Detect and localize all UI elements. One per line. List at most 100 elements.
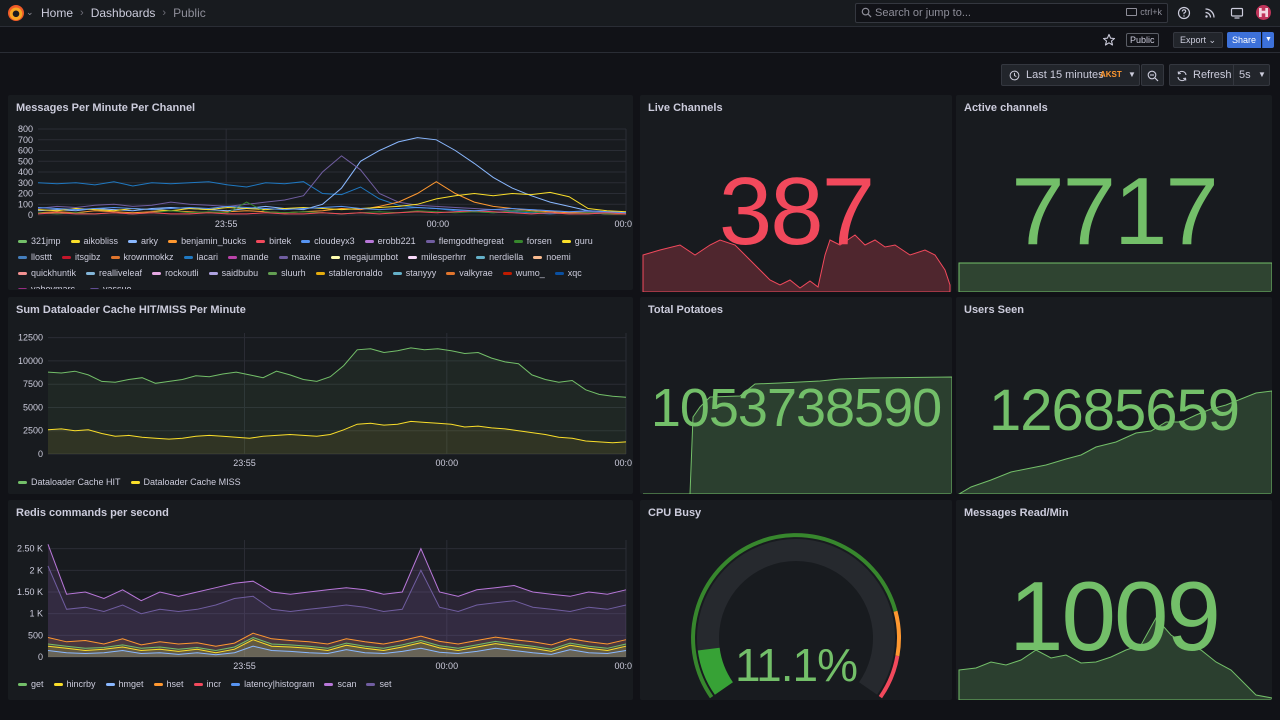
legend-item[interactable]: rockoutli: [152, 267, 199, 279]
legend-swatch: [446, 271, 456, 275]
legend-item[interactable]: realliveleaf: [86, 267, 142, 279]
panel-dataloader-cache: Sum Dataloader Cache HIT/MISS Per Minute…: [8, 297, 633, 494]
rss-icon[interactable]: [1203, 6, 1217, 20]
legend-item[interactable]: xqc: [554, 267, 582, 279]
series-line[interactable]: [37, 181, 627, 215]
legend-item[interactable]: wumo_: [502, 267, 545, 279]
legend-item[interactable]: quickhuntik: [18, 267, 76, 279]
legend-item[interactable]: arky: [128, 235, 158, 247]
chevron-down-icon[interactable]: ⌄: [26, 7, 34, 17]
legend-item[interactable]: maxine: [278, 251, 321, 263]
legend-item[interactable]: hmget: [105, 676, 144, 692]
legend-item[interactable]: milesperhrr: [408, 251, 466, 263]
legend-swatch: [208, 271, 218, 275]
export-label: Export: [1180, 35, 1207, 45]
series-line[interactable]: [47, 639, 627, 654]
time-range-picker[interactable]: Last 15 minutes AKST ▼: [1001, 64, 1140, 86]
legend-item[interactable]: lacari: [183, 251, 218, 263]
panel-title: Live Channels: [648, 102, 723, 114]
legend-item[interactable]: valkyrae: [446, 267, 493, 279]
refresh-button[interactable]: Refresh 5s ▼: [1169, 64, 1270, 86]
legend-swatch: [168, 239, 178, 243]
search-input[interactable]: Search or jump to... ctrl+k: [855, 3, 1168, 23]
breadcrumb-home[interactable]: Home: [41, 6, 74, 20]
series-line[interactable]: [47, 565, 627, 615]
legend-item[interactable]: cloudeyx3: [301, 235, 355, 247]
series-line[interactable]: [37, 205, 627, 214]
legend-item[interactable]: stableronaldo: [315, 267, 383, 279]
active-channels-sparkline: [958, 262, 1272, 292]
user-avatar[interactable]: [1256, 5, 1271, 20]
series-line[interactable]: [47, 645, 627, 656]
legend-item[interactable]: benjamin_bucks: [168, 235, 246, 247]
legend-item[interactable]: erobb221: [364, 235, 416, 247]
legend-item[interactable]: latency|histogram: [231, 676, 314, 692]
dataloader-chart[interactable]: 12500 10000 7500 5000 2500 0 23:55 00:00 00:0: [8, 297, 633, 472]
series-line[interactable]: [37, 181, 626, 215]
legend-item[interactable]: krownmokkz: [110, 251, 174, 263]
legend-item[interactable]: megajumpbot: [330, 251, 398, 263]
x-tick-label: 23:55: [233, 458, 256, 468]
help-icon[interactable]: [1177, 6, 1191, 20]
legend-item[interactable]: yassuo: [90, 283, 132, 289]
series-line[interactable]: [47, 632, 627, 647]
export-button[interactable]: Export ⌄: [1173, 32, 1224, 48]
refresh-interval[interactable]: 5s: [1239, 69, 1251, 81]
share-button[interactable]: Share: [1227, 32, 1262, 48]
legend-item[interactable]: hincrby: [53, 676, 96, 692]
redis-chart[interactable]: 2.50 K 2 K 1.50 K 1 K 500 0 23:55 00:00 00:0: [8, 500, 633, 678]
chevron-right-icon: ›: [162, 7, 167, 19]
legend-item[interactable]: Dataloader Cache MISS: [130, 474, 241, 490]
series-line[interactable]: [37, 191, 627, 213]
legend-item[interactable]: flemgodthegreat: [425, 235, 504, 247]
dashboard-toolbar: Public Export ⌄ Share ▼: [0, 27, 1280, 53]
zoom-out-button[interactable]: [1141, 64, 1164, 86]
refresh-label: Refresh: [1193, 69, 1232, 81]
public-badge: Public: [1126, 33, 1159, 47]
series-line[interactable]: [47, 544, 627, 602]
legend-item[interactable]: forsen: [513, 235, 552, 247]
legend-item[interactable]: guru: [561, 235, 593, 247]
legend-swatch: [18, 239, 27, 243]
series-line[interactable]: [37, 137, 627, 214]
legend-item[interactable]: saidbubu: [208, 267, 258, 279]
grafana-logo-icon[interactable]: [8, 5, 24, 21]
legend-item[interactable]: 321jmp: [18, 235, 61, 247]
users-seen-sparkline: [958, 390, 1272, 494]
x-tick-label: 00:00: [436, 458, 459, 468]
legend-swatch: [18, 682, 27, 686]
y-tick-label: 600: [18, 146, 33, 156]
series-line[interactable]: [47, 347, 627, 398]
series-line[interactable]: [37, 210, 627, 215]
legend-item[interactable]: noemi: [533, 251, 571, 263]
share-menu-chevron-icon[interactable]: ▼: [1262, 32, 1274, 48]
panel-title: Messages Per Minute Per Channel: [16, 102, 196, 114]
y-tick-label: 400: [18, 167, 33, 177]
legend-item[interactable]: incr: [193, 676, 221, 692]
y-tick-label: 1.50 K: [17, 587, 43, 597]
legend-item[interactable]: hset: [153, 676, 184, 692]
legend-item[interactable]: yaboymarc_: [18, 283, 80, 289]
kiosk-monitor-icon[interactable]: [1230, 6, 1244, 20]
legend-item[interactable]: Dataloader Cache HIT: [18, 474, 121, 490]
legend-item[interactable]: mande: [228, 251, 269, 263]
legend-item[interactable]: get: [18, 676, 44, 692]
legend-item[interactable]: set: [366, 676, 391, 692]
chevron-down-icon[interactable]: ▼: [1258, 70, 1266, 79]
star-icon[interactable]: [1102, 33, 1116, 47]
series-line[interactable]: [47, 420, 627, 444]
legend-item[interactable]: scan: [324, 676, 356, 692]
series-line[interactable]: [47, 636, 627, 652]
legend-label: rockoutli: [165, 268, 199, 278]
legend-item[interactable]: itsgibz: [62, 251, 101, 263]
legend-item[interactable]: birtek: [256, 235, 291, 247]
legend-item[interactable]: nerdiella: [476, 251, 523, 263]
legend-item[interactable]: stanyyy: [392, 267, 436, 279]
legend-item[interactable]: llosttt: [18, 251, 52, 263]
legend-item[interactable]: sluurh: [268, 267, 306, 279]
legend-label: scan: [337, 679, 357, 689]
legend-item[interactable]: aikobliss: [70, 235, 118, 247]
breadcrumb-dashboards[interactable]: Dashboards: [90, 6, 156, 20]
legend-swatch: [62, 255, 72, 259]
